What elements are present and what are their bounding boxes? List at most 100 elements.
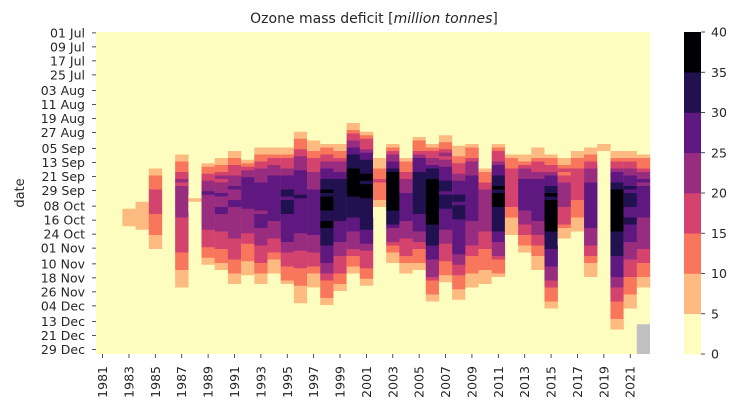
heatmap-cell bbox=[293, 198, 308, 202]
heatmap-cell bbox=[478, 245, 492, 250]
heatmap-cell bbox=[320, 182, 334, 187]
heatmap-cell bbox=[399, 228, 413, 232]
heatmap-cell bbox=[307, 196, 321, 201]
heatmap-cell bbox=[584, 151, 598, 155]
heatmap-cell bbox=[320, 193, 334, 197]
heatmap-cell bbox=[280, 270, 295, 274]
heatmap-cell bbox=[504, 221, 519, 225]
heatmap-cell bbox=[214, 154, 229, 159]
heatmap-cell bbox=[280, 287, 295, 292]
heatmap-cell bbox=[465, 249, 479, 253]
heatmap-cell bbox=[452, 303, 466, 307]
heatmap-cell bbox=[438, 264, 453, 269]
heatmap-cell bbox=[148, 196, 163, 201]
colorbar-tick-label: 25 bbox=[711, 145, 727, 160]
heatmap-cell bbox=[175, 182, 189, 187]
heatmap-cell bbox=[623, 249, 638, 253]
heatmap-cell bbox=[201, 247, 215, 251]
heatmap-cell bbox=[320, 259, 334, 264]
heatmap-cell bbox=[241, 229, 255, 234]
heatmap-cell bbox=[307, 165, 321, 169]
heatmap-cell bbox=[610, 322, 624, 327]
missing-data-cell bbox=[636, 324, 650, 354]
heatmap-cell bbox=[241, 233, 255, 237]
x-tick-label: 1987 bbox=[174, 366, 189, 398]
heatmap-cell bbox=[504, 172, 519, 176]
x-tick-label: 2009 bbox=[464, 366, 479, 398]
heatmap-cell bbox=[636, 161, 651, 166]
heatmap-cell bbox=[227, 168, 242, 173]
heatmap-cell bbox=[636, 263, 651, 267]
heatmap-cell bbox=[636, 182, 651, 187]
heatmap-cell bbox=[241, 163, 255, 167]
heatmap-cell bbox=[148, 214, 163, 218]
heatmap-cell bbox=[452, 247, 466, 251]
heatmap-cell bbox=[227, 158, 242, 162]
heatmap-cell bbox=[214, 277, 229, 281]
heatmap-cell bbox=[412, 165, 426, 169]
heatmap-cell bbox=[254, 217, 268, 222]
heatmap-cell bbox=[201, 194, 215, 199]
heatmap-cell bbox=[438, 208, 453, 213]
heatmap-cell bbox=[333, 147, 347, 152]
heatmap-cell bbox=[504, 186, 519, 190]
heatmap-cell bbox=[623, 266, 638, 271]
heatmap-cell bbox=[333, 301, 347, 306]
heatmap-cell bbox=[320, 298, 334, 302]
heatmap-cell bbox=[412, 231, 426, 236]
heatmap-cell bbox=[307, 245, 321, 250]
heatmap-cell bbox=[399, 175, 413, 180]
heatmap-cell bbox=[267, 165, 281, 169]
heatmap-cell bbox=[346, 179, 361, 183]
heatmap-cell bbox=[412, 235, 426, 239]
heatmap-cell bbox=[307, 291, 321, 295]
heatmap-cell bbox=[280, 203, 295, 208]
heatmap-cell bbox=[399, 235, 413, 239]
heatmap-cell bbox=[135, 233, 149, 237]
heatmap-cell bbox=[148, 207, 163, 211]
heatmap-cell bbox=[293, 292, 308, 297]
heatmap-cell bbox=[478, 172, 492, 176]
heatmap-cell bbox=[293, 170, 308, 174]
heatmap-cell bbox=[610, 305, 624, 309]
heatmap-cell bbox=[254, 273, 268, 278]
heatmap-cell bbox=[465, 196, 479, 201]
heatmap-cell bbox=[531, 189, 545, 194]
heatmap-cell bbox=[307, 154, 321, 159]
heatmap-cell bbox=[359, 180, 374, 185]
heatmap-cell bbox=[267, 231, 281, 236]
heatmap-cell bbox=[412, 256, 426, 260]
heatmap-cell bbox=[504, 207, 519, 211]
heatmap-cell bbox=[478, 259, 492, 264]
heatmap-cell bbox=[227, 266, 242, 271]
heatmap-cell bbox=[584, 231, 598, 236]
heatmap-cell bbox=[452, 166, 466, 171]
heatmap-cell bbox=[307, 273, 321, 278]
heatmap-cell bbox=[452, 240, 466, 244]
heatmap-cell bbox=[280, 221, 295, 225]
heatmap-cell bbox=[241, 254, 255, 258]
heatmap-cell bbox=[491, 165, 506, 169]
heatmap-cell bbox=[584, 193, 598, 197]
heatmap-cell bbox=[346, 231, 361, 236]
heatmap-cell bbox=[544, 252, 558, 257]
heatmap-cell bbox=[570, 193, 585, 197]
heatmap-cell bbox=[518, 203, 532, 208]
heatmap-cell bbox=[175, 214, 189, 218]
heatmap-cell bbox=[478, 242, 492, 246]
heatmap-cell bbox=[610, 312, 624, 316]
heatmap-cell bbox=[544, 266, 558, 271]
heatmap-cell bbox=[293, 303, 308, 307]
heatmap-cell bbox=[307, 182, 321, 187]
heatmap-cell bbox=[531, 231, 545, 236]
heatmap-cell bbox=[531, 259, 545, 264]
heatmap-cell bbox=[175, 210, 189, 215]
heatmap-cell bbox=[570, 175, 585, 180]
heatmap-cell bbox=[531, 235, 545, 239]
heatmap-cell bbox=[610, 217, 624, 222]
heatmap-cell bbox=[346, 123, 361, 127]
heatmap-cell bbox=[636, 189, 651, 194]
heatmap-cell bbox=[214, 217, 229, 222]
heatmap-cell bbox=[293, 226, 308, 230]
heatmap-cell bbox=[320, 277, 334, 281]
